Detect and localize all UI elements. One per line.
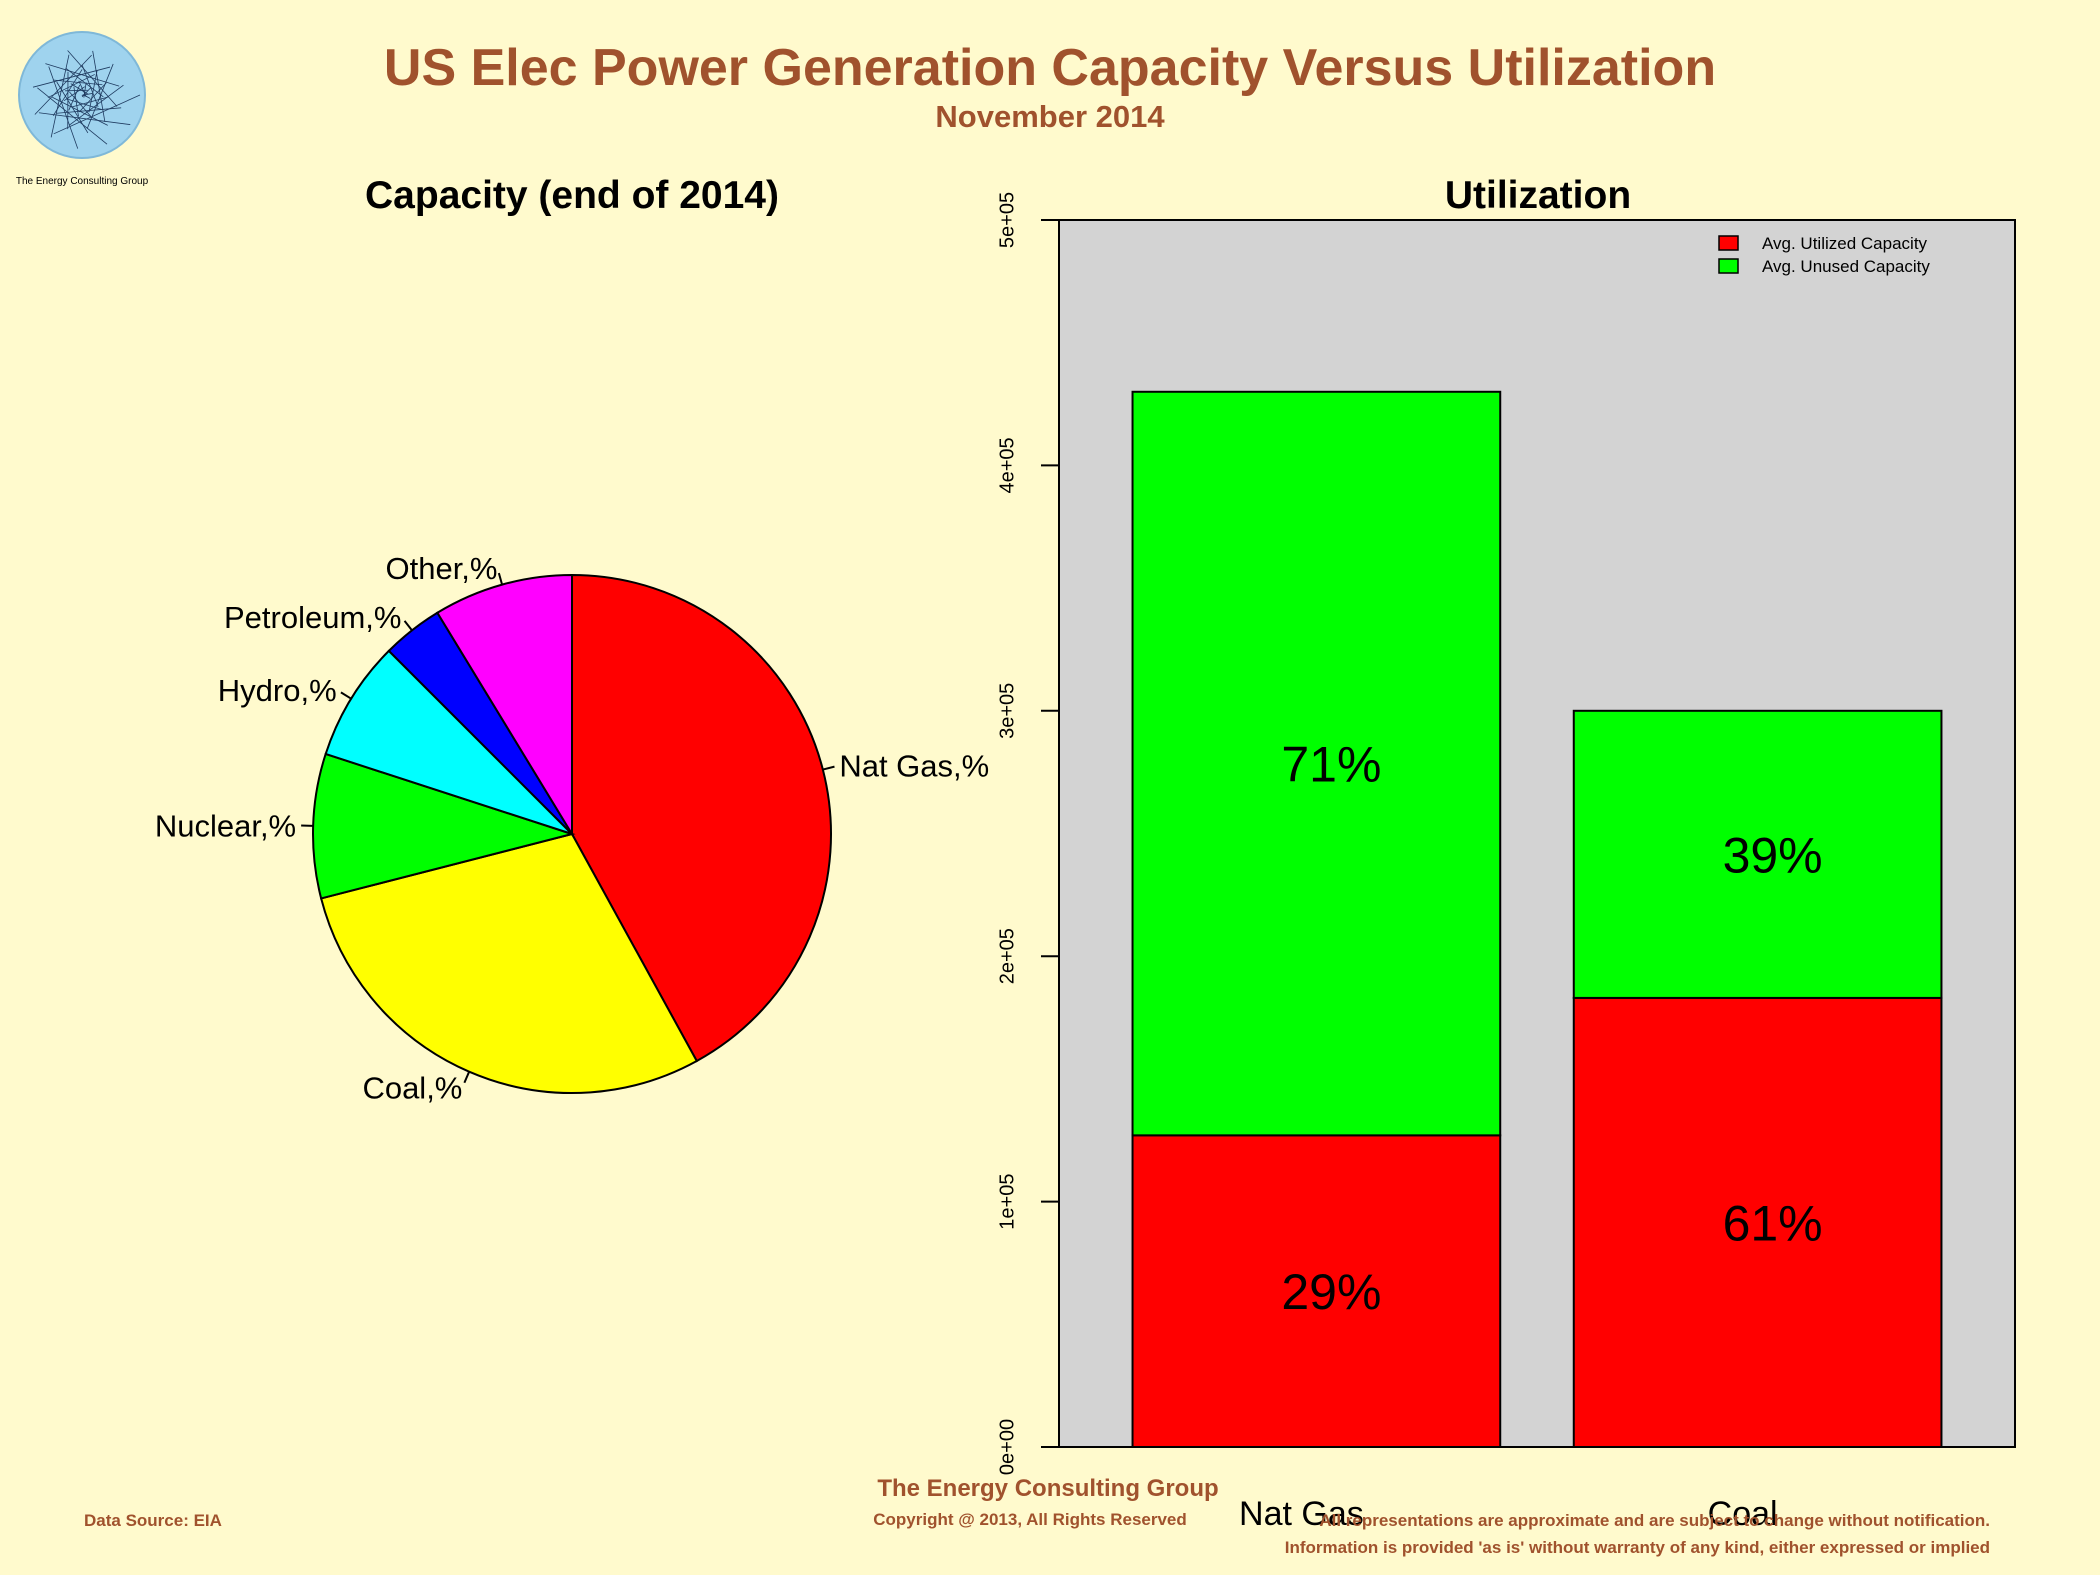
- footer-copyright: Copyright @ 2013, All Rights Reserved: [873, 1510, 1187, 1529]
- y-tick-label: 0e+00: [996, 1419, 1018, 1475]
- pie-label-tick: [340, 691, 352, 700]
- logo-line: [32, 66, 111, 88]
- pie-label-tick: [497, 572, 504, 585]
- footer-disclaimer-1: All representations are approximate and …: [1319, 1511, 1990, 1530]
- pie-chart: Nat Gas,% Coal,% Nuclear,% Hydro,% Petroleum…: [155, 551, 989, 1105]
- bar-data-label: 29%: [1281, 1264, 1381, 1320]
- logo-line: [71, 96, 108, 108]
- footer-data-source: Data Source: EIA: [84, 1511, 222, 1530]
- pie-label: Hydro,%: [218, 673, 337, 708]
- logo-line: [70, 83, 89, 95]
- bar-segment: [1572, 709, 1943, 999]
- logo-line: [65, 89, 88, 92]
- pie-title: Capacity (end of 2014): [365, 174, 779, 217]
- logo-line: [65, 67, 104, 98]
- footer-company: The Energy Consulting Group: [877, 1475, 1218, 1502]
- legend-label: Avg. Unused Capacity: [1762, 257, 1930, 276]
- y-tick-label: 3e+05: [996, 683, 1018, 739]
- logo-line: [92, 50, 106, 123]
- page-subtitle: November 2014: [935, 99, 1165, 134]
- pie-label: Nat Gas,%: [839, 748, 989, 783]
- x-category-label: Coal: [1708, 1495, 1778, 1533]
- y-tick-label: 5e+05: [996, 192, 1018, 248]
- logo-line: [88, 70, 98, 113]
- logo-line: [63, 86, 86, 102]
- logo-spiral-icon: [32, 50, 141, 149]
- pie-slice: [319, 832, 699, 1094]
- pie-slice: [312, 752, 576, 900]
- y-tick-label: 4e+05: [996, 437, 1018, 493]
- bar-data-label: 61%: [1723, 1195, 1823, 1251]
- logo-line: [69, 84, 124, 126]
- page-title: US Elec Power Generation Capacity Versus…: [384, 39, 1716, 97]
- logo-line: [69, 91, 91, 117]
- logo-line: [45, 63, 120, 87]
- legend-swatch: [1718, 258, 1739, 274]
- bar-segment: [1131, 390, 1502, 1137]
- bar-data-label: 39%: [1723, 827, 1823, 883]
- x-category-label: Nat Gas: [1239, 1495, 1364, 1533]
- logo-line: [67, 50, 118, 107]
- logo-text: The Energy Consulting Group: [16, 176, 149, 187]
- bar-data-label: 71%: [1281, 737, 1381, 793]
- logo-line: [78, 82, 107, 113]
- pie-slice: [435, 573, 573, 838]
- logo-line: [68, 98, 102, 110]
- bar-segment: [1572, 996, 1943, 1449]
- logo-line: [81, 64, 99, 107]
- bar-segment: [1131, 1134, 1502, 1449]
- logo-line: [68, 84, 81, 111]
- footer-disclaimer-2: Information is provided 'as is' without …: [1285, 1538, 1990, 1557]
- logo-line: [73, 86, 79, 117]
- logo: The Energy Consulting Group: [16, 31, 149, 187]
- legend-swatch: [1718, 235, 1739, 251]
- pie-label: Coal,%: [362, 1070, 462, 1105]
- bar-title: Utilization: [1445, 174, 1631, 217]
- pie-slice: [571, 573, 832, 1063]
- pie-label-tick: [463, 1071, 471, 1084]
- y-axis: 0e+00 1e+05 2e+05 3e+05 4e+05 5e+05: [996, 192, 1060, 1475]
- pie-label: Other,%: [385, 551, 497, 586]
- logo-line: [82, 94, 91, 99]
- pie-label-tick: [822, 765, 835, 771]
- legend-label: Avg. Utilized Capacity: [1762, 234, 1928, 253]
- bars: 29% 71% Nat Gas 61% 39% Coal: [1131, 390, 1943, 1533]
- y-tick-label: 1e+05: [996, 1174, 1018, 1230]
- pie-label: Nuclear,%: [155, 808, 296, 843]
- pie-label: Petroleum,%: [224, 600, 401, 635]
- pie-label-tick: [403, 620, 413, 631]
- legend: Avg. Utilized Capacity Avg. Unused Capaci…: [1718, 234, 1930, 276]
- logo-line: [86, 63, 114, 129]
- y-tick-label: 2e+05: [996, 928, 1018, 984]
